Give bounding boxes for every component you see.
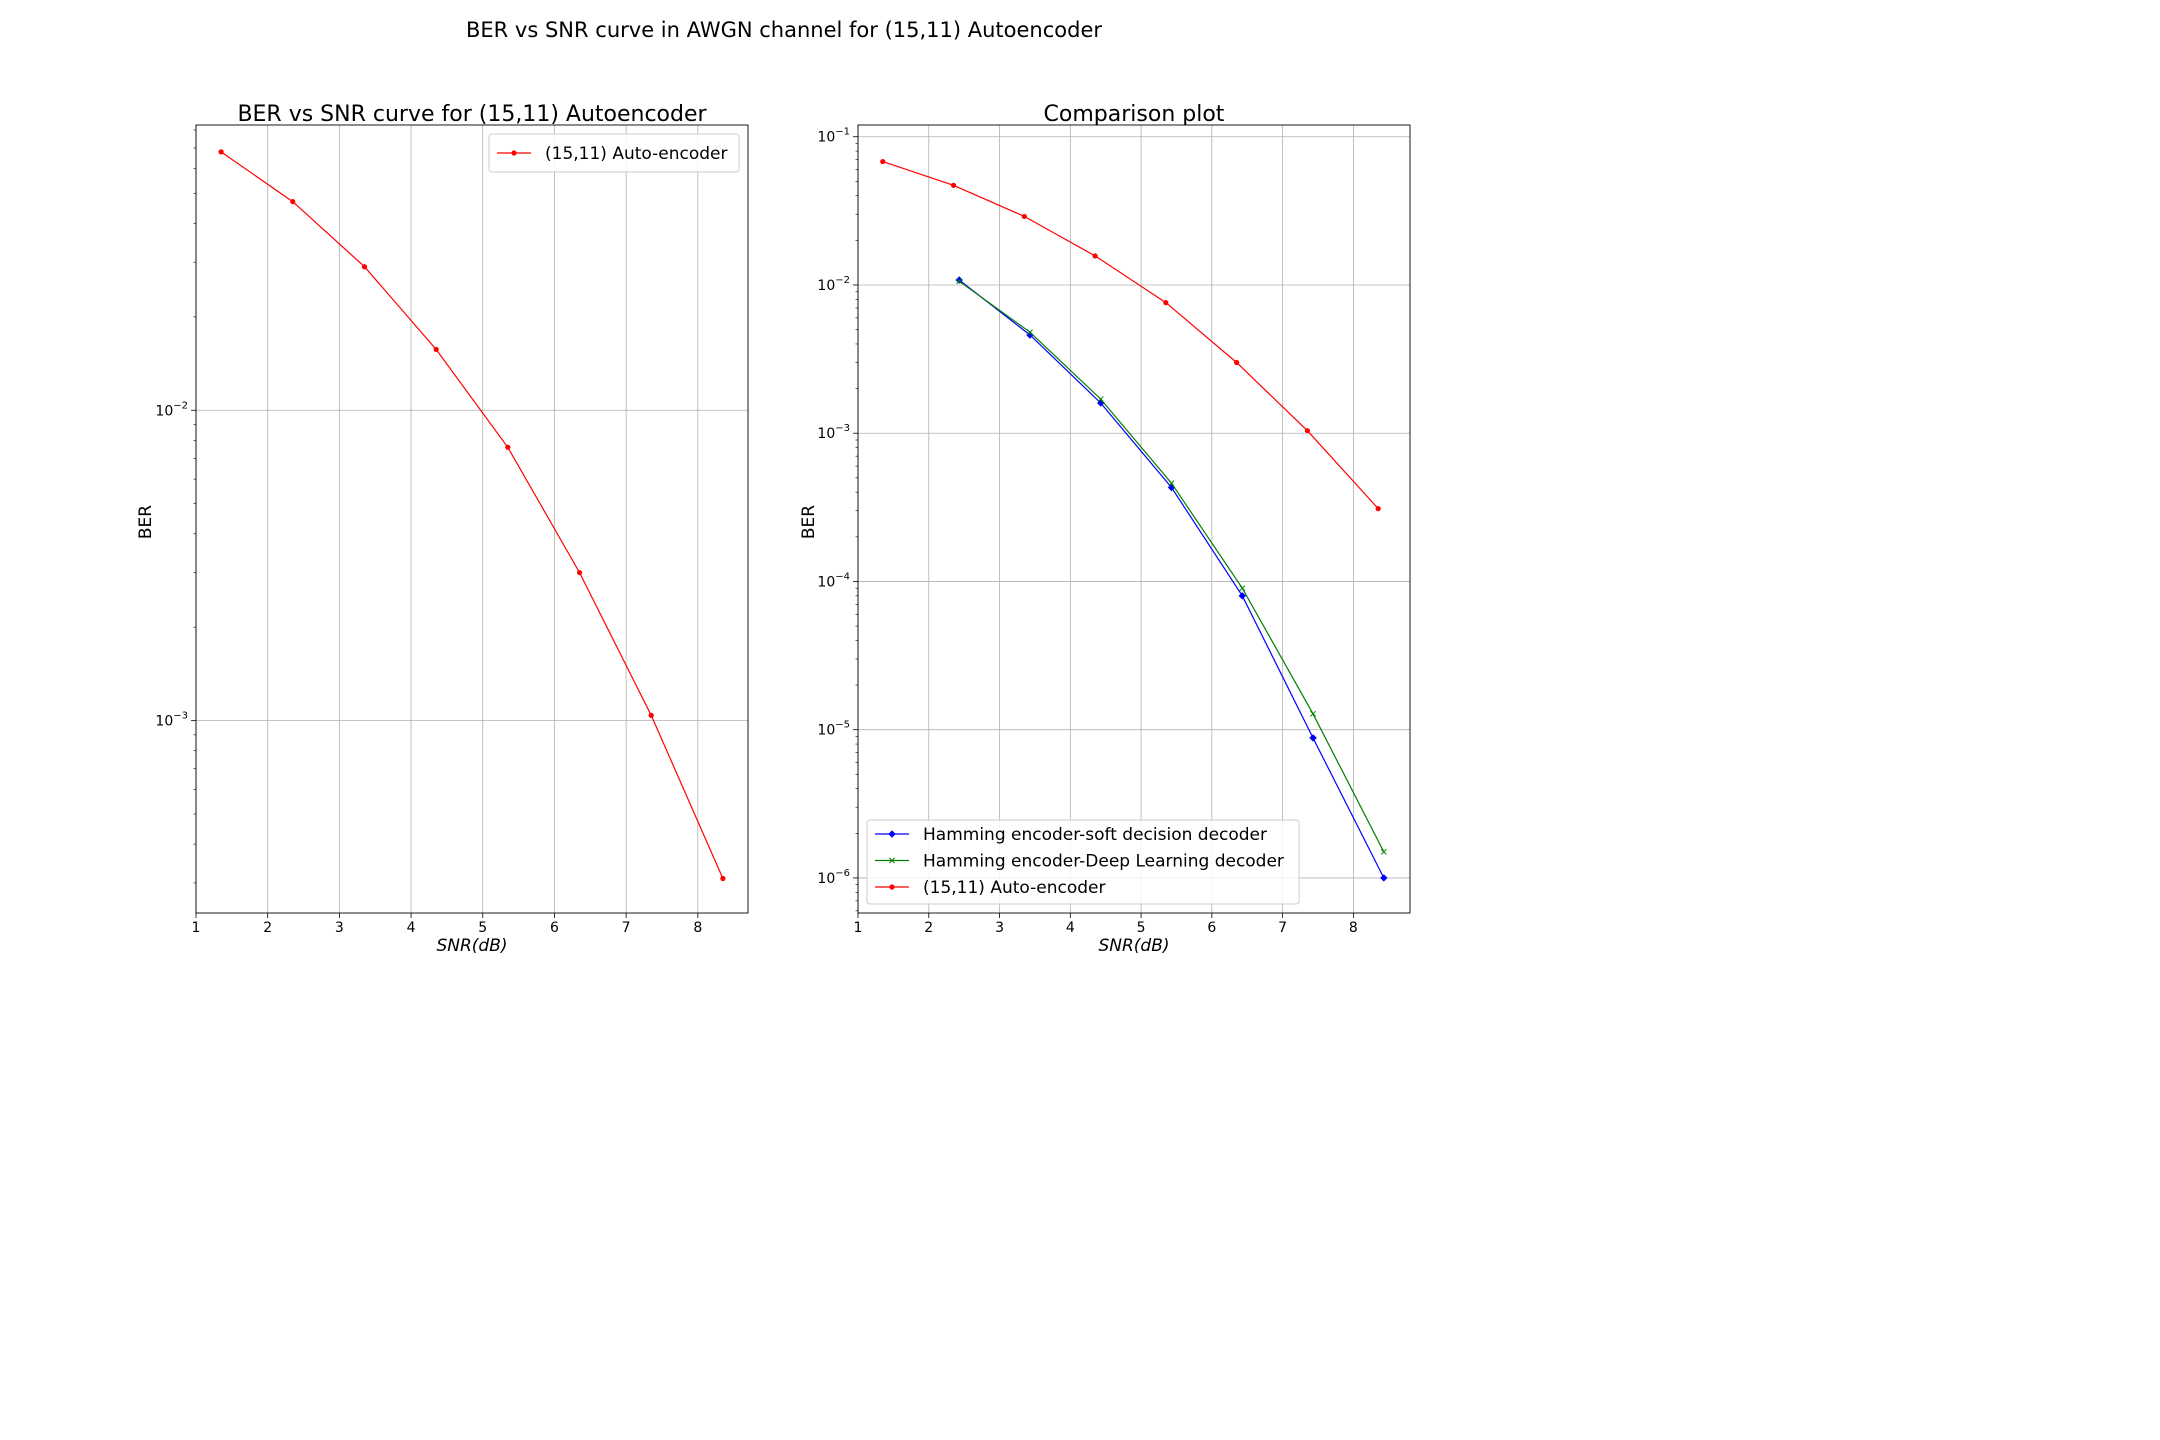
x-tick-label: 1 <box>854 920 863 936</box>
series-1 <box>955 276 1388 882</box>
x-tick-label: 6 <box>1207 920 1216 936</box>
right-plot: Comparison plot SNR(dB) BER <box>799 102 1225 956</box>
data-point <box>218 149 224 155</box>
left-plot: BER vs SNR curve for (15,11) Autoencoder… <box>136 102 708 956</box>
data-point <box>1304 428 1310 434</box>
data-point <box>1238 592 1247 600</box>
data-point <box>720 875 726 882</box>
legend-marker <box>511 150 517 156</box>
data-point <box>361 264 368 270</box>
plot-area-2: 1 2 3 4 5 6 7 8 10−1 10−2 10−3 10−4 10−5 10−6 Hamming … <box>817 124 1411 936</box>
x-tick-label: 7 <box>1278 920 1287 936</box>
data-point <box>1309 734 1317 742</box>
data-point <box>1380 874 1388 882</box>
data-point <box>1027 329 1033 336</box>
data-point <box>956 278 963 285</box>
data-point <box>433 346 439 353</box>
y-tick-label: 10−1 <box>817 127 850 146</box>
right-plot-xlabel: SNR(dB) <box>1098 936 1169 956</box>
x-tick-label: 3 <box>995 920 1004 936</box>
y-tick-label: 10−6 <box>817 868 850 887</box>
legend-label: (15,11) Auto-encoder <box>923 878 1105 898</box>
data-point <box>950 182 957 188</box>
left-plot-ylabel: BER <box>136 505 156 539</box>
data-point <box>1310 710 1317 717</box>
axes-frame <box>857 124 1411 914</box>
legend-label: (15,11) Auto-encoder <box>545 144 727 164</box>
right-plot-ylabel: BER <box>799 505 819 539</box>
x-tick-label: 6 <box>550 920 559 936</box>
legend-frame <box>866 819 1300 905</box>
data-point <box>880 158 886 165</box>
x-tick-label: 5 <box>1137 920 1146 936</box>
data-point <box>648 712 654 718</box>
legend-label: Hamming encoder-Deep Learning decoder <box>923 852 1284 872</box>
series-2 <box>956 278 1387 855</box>
legend-marker <box>889 884 895 890</box>
series-line <box>958 279 1385 879</box>
data-point <box>576 569 583 576</box>
figure: BER vs SNR curve in AWGN channel for (15… <box>136 18 1411 956</box>
x-tick-label: 2 <box>924 920 933 936</box>
data-point <box>505 444 511 450</box>
y-tick-label: 10−2 <box>817 275 850 294</box>
data-point <box>1021 213 1027 220</box>
figure-canvas: BER vs SNR curve in AWGN channel for (15… <box>136 18 1411 956</box>
legend-marker <box>888 830 896 838</box>
legend-label: Hamming encoder-soft decision decoder <box>923 825 1267 845</box>
legend: Hamming encoder-soft decision decoder Ham… <box>866 819 1300 905</box>
data-point <box>290 199 296 205</box>
data-point <box>1234 359 1240 366</box>
series-line <box>882 161 1379 510</box>
x-tick-label: 5 <box>478 920 487 936</box>
x-tick-label: 7 <box>622 920 631 936</box>
data-point <box>1168 480 1175 487</box>
left-plot-title: BER vs SNR curve for (15,11) Autoencoder <box>237 102 707 127</box>
x-tick-label: 8 <box>693 920 702 936</box>
data-point <box>1163 300 1169 306</box>
x-tick-label: 1 <box>192 920 201 936</box>
y-tick-label: 10−4 <box>817 571 850 590</box>
x-tick-label: 2 <box>263 920 272 936</box>
data-point <box>1375 506 1381 512</box>
y-tick-label: 10−2 <box>155 400 188 419</box>
series-line <box>958 280 1385 853</box>
plot-area-1: 1 2 3 4 5 6 7 8 10−2 10−3 (15,11) Auto-encoder <box>155 124 749 936</box>
x-tick-label: 4 <box>1066 920 1075 936</box>
axes-frame <box>195 124 749 914</box>
left-plot-xlabel: SNR(dB) <box>436 936 507 956</box>
x-tick-label: 4 <box>407 920 416 936</box>
figure-suptitle: BER vs SNR curve in AWGN channel for (15… <box>466 18 1102 42</box>
legend-marker <box>889 857 895 864</box>
y-tick-label: 10−5 <box>817 720 850 739</box>
x-tick-label: 3 <box>335 920 344 936</box>
series-3 <box>880 158 1381 512</box>
legend: (15,11) Auto-encoder <box>488 133 740 173</box>
data-point <box>1239 585 1246 592</box>
right-plot-title: Comparison plot <box>1044 102 1225 127</box>
legend-frame <box>488 133 740 173</box>
y-tick-label: 10−3 <box>155 711 188 730</box>
data-point <box>1380 848 1387 855</box>
data-point <box>1097 396 1104 403</box>
series-line <box>220 151 724 879</box>
y-tick-label: 10−3 <box>817 423 850 442</box>
series-1 <box>218 149 726 882</box>
data-point <box>1092 253 1098 259</box>
x-tick-label: 8 <box>1349 920 1358 936</box>
